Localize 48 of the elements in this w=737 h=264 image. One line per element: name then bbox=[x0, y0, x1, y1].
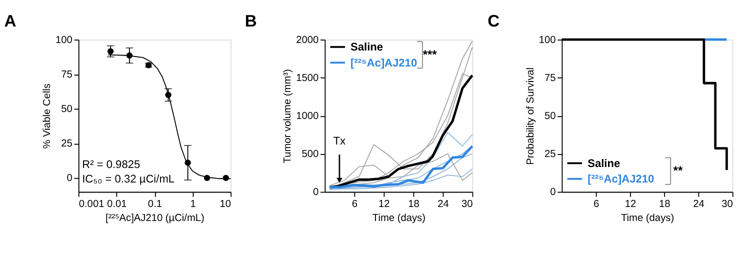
y-tick-label: 2000 bbox=[296, 34, 320, 46]
x-tick-label: 30 bbox=[461, 199, 474, 210]
y-axis-title: Probability of Survival bbox=[525, 67, 536, 165]
y-tick-label: 75 bbox=[544, 72, 556, 84]
x-tick-label: 1 bbox=[190, 199, 196, 210]
x-axis-title: Time (days) bbox=[372, 212, 426, 224]
chart-title: A bbox=[4, 12, 16, 31]
x-tick-label: 10 bbox=[220, 199, 232, 210]
annotation: Tx bbox=[333, 135, 346, 148]
x-tick-label: 6 bbox=[352, 199, 358, 210]
y-tick-label: 0 bbox=[66, 173, 73, 184]
legend-label: [²²⁵Ac]AJ210 bbox=[588, 174, 654, 186]
x-tick-label: 0.01 bbox=[107, 199, 128, 210]
x-tick-label: 18 bbox=[408, 199, 420, 210]
legend-label: Saline bbox=[350, 42, 384, 54]
y-tick-label: 25 bbox=[544, 148, 556, 160]
y-axis-title: Tumor volume (mm³) bbox=[282, 69, 294, 164]
x-tick-label: 24 bbox=[693, 199, 705, 210]
annotation: R² = 0.9825 bbox=[82, 158, 140, 171]
y-tick-label: 25 bbox=[61, 138, 73, 150]
y-tick-label: 1500 bbox=[296, 72, 320, 84]
x-tick-label: 0.1 bbox=[148, 199, 162, 210]
x-tick-label: 12 bbox=[624, 199, 636, 210]
y-tick-label: 100 bbox=[538, 34, 556, 46]
y-tick-label: 0 bbox=[550, 187, 556, 198]
y-tick-label: 500 bbox=[302, 148, 320, 160]
annotation: *** bbox=[422, 48, 438, 62]
y-tick-label: 50 bbox=[544, 110, 556, 122]
x-tick-label: 0.001 bbox=[78, 199, 105, 210]
y-tick-label: 1000 bbox=[296, 110, 320, 122]
y-tick-label: 50 bbox=[61, 104, 73, 116]
x-tick-label: 30 bbox=[722, 199, 734, 210]
y-tick-label: 0 bbox=[313, 187, 320, 198]
legend-label: Saline bbox=[588, 158, 620, 170]
x-tick-label: 12 bbox=[378, 199, 390, 210]
y-axis-title: % Viable Cells bbox=[42, 84, 53, 149]
x-axis-title: [²²⁵Ac]AJ210 (µCi/mL) bbox=[106, 212, 204, 224]
annotation: ** bbox=[673, 164, 683, 178]
x-tick-label: 6 bbox=[594, 199, 600, 210]
x-axis-title: Time (days) bbox=[620, 212, 674, 224]
chart-title: C bbox=[488, 12, 500, 31]
y-tick-label: 100 bbox=[56, 34, 73, 46]
legend-label: [²²⁵Ac]AJ210 bbox=[350, 57, 418, 70]
chart-title: B bbox=[244, 12, 257, 31]
x-tick-label: 24 bbox=[438, 199, 450, 210]
annotation: IC₅₀ = 0.32 µCi/mL bbox=[82, 174, 175, 186]
y-tick-label: 75 bbox=[61, 69, 73, 80]
x-tick-label: 18 bbox=[658, 199, 671, 210]
